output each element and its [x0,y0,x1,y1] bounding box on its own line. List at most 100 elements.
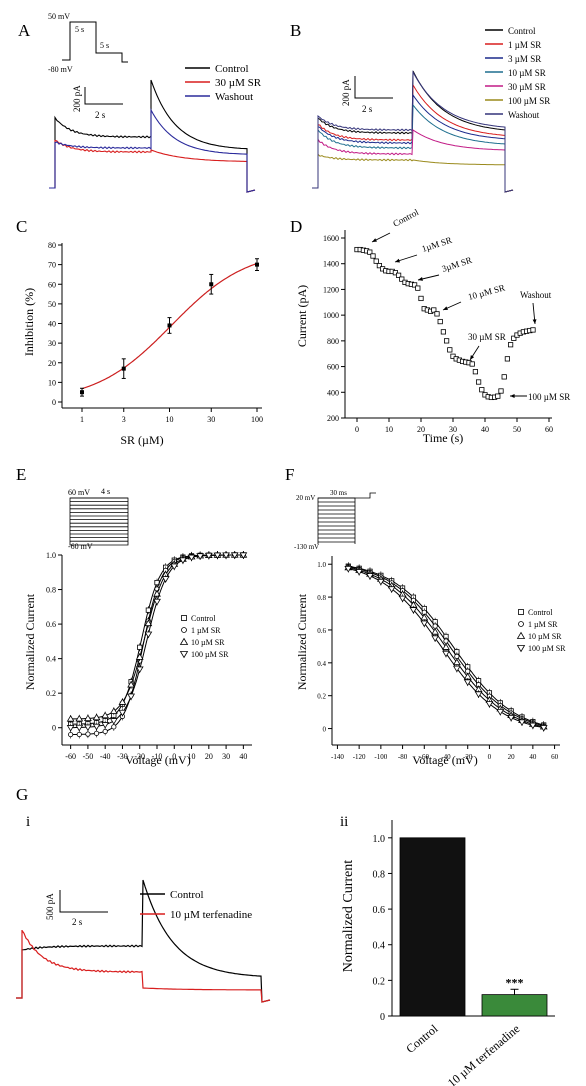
y-tick-label: 600 [327,363,339,372]
annotation-label: 1µM SR [421,235,454,254]
data-point [475,379,482,385]
y-tick-label: 1000 [323,311,339,320]
data-point [469,361,475,367]
data-point [507,342,514,348]
chart-g: 0 0.2 0.4 0.6 0.8 1.0 Control *** 10 µM terfenad… [373,820,555,1086]
data-point [465,668,471,674]
data-point [181,615,187,621]
data-point [109,718,118,725]
data-point [92,723,101,731]
data-point [93,730,100,736]
x-tick-label: -30 [117,752,128,761]
x-tick-label: 10 [166,415,174,424]
panel-b-traces [312,70,514,193]
data-point [434,311,440,317]
data-point [84,724,92,732]
data-point [118,698,127,705]
x-tick-label: -20 [463,753,473,761]
panel-c-letter: C [16,217,27,236]
y-tick-label: 0 [380,1012,385,1023]
data-point [463,679,472,687]
data-point [511,335,517,341]
data-point [495,393,501,399]
data-point [66,725,75,732]
scale-x-label: 2 s [72,917,83,927]
panel-b-letter: B [290,21,301,40]
data-point [498,388,504,394]
protocol-v-low: -80 mV [48,65,73,74]
legend-label: 10 µM terfenadine [170,909,252,921]
data-point [111,724,117,730]
legend-label: 1 µM SR [508,40,541,50]
chart-c: 1 3 10 30 100 0 10 20 30 40 50 60 70 80 [48,241,263,424]
scale-x-label: 2 s [362,104,373,114]
x-tick-label: 50 [513,425,521,434]
y-tick-label: 1400 [323,260,339,269]
annotation-label: Washout [520,290,552,300]
protocol-t2: 5 s [100,41,109,50]
data-point [75,714,84,722]
x-tick-label: -120 [353,753,366,761]
chart-f-xlabel: Voltage (mV) [412,753,477,767]
chart-e: -60 -50 -40 -30 -20 -10 0 10 20 30 40 0 0.2 0.4 0.6 0.8… [46,551,252,761]
data-point [109,707,118,714]
x-tick-label: 30 [222,752,230,761]
x-tick-label: 0 [172,752,176,761]
current-trace [312,83,514,193]
panel-e-protocol [69,497,129,546]
x-tick-label: 0 [355,425,359,434]
x-tick-label: 1 [80,415,84,424]
data-point [102,728,108,735]
panel-g-scalebar [59,890,108,913]
annotation-label: 30 µM SR [468,332,506,342]
protocol-v-high: 20 mV [296,494,315,502]
y-tick-label: 0.4 [317,660,326,668]
protocol-t1: 5 s [75,25,84,34]
chart-g-ylabel: Normalized Current [341,860,356,972]
legend-label: Washout [508,110,540,120]
data-point [443,338,450,344]
annotation-label: 100 µM SR [528,392,570,402]
data-point [68,731,74,738]
data-point [447,347,453,353]
panel-a-protocol [62,21,128,63]
legend-label: Control [215,63,249,75]
protocol-box [317,497,356,544]
scale-y-label: 200 pA [341,79,351,106]
chart-e-ylabel: Normalized Current [23,593,37,690]
x-tick-label: 10 [385,425,393,434]
data-point [539,725,548,732]
x-tick-label: 20 [508,753,516,761]
x-tick-label: 40 [239,752,247,761]
data-point [127,680,135,688]
data-point [135,653,144,660]
panel-b-legend: Control 1 µM SR 3 µM SR 10 µM SR 30 µM SR 100… [485,26,550,120]
legend-label: 10 µM SR [191,638,225,647]
panel-g-traces [16,879,271,1003]
data-point [101,722,110,729]
x-tick-label: -140 [331,753,344,761]
data-point [387,586,396,593]
x-tick-label: 30 [207,415,215,424]
protocol-v-high: 50 mV [48,12,70,21]
y-tick-label: 0.2 [373,976,386,987]
y-tick-label: 0.6 [373,905,386,916]
data-point [370,253,376,259]
data-point [66,714,75,722]
current-trace [312,70,514,193]
data-point [344,565,353,573]
legend-label: 30 µM SR [508,82,546,92]
y-tick-label: 0.2 [46,689,56,698]
data-point [135,666,144,674]
chart-d: 0 10 20 30 40 50 60 200 400 600 800 1000 1200 1400 160… [323,207,570,434]
arrow-head [470,355,475,360]
data-point [528,722,537,730]
y-tick-label: 80 [48,241,56,250]
data-point [376,578,385,586]
data-point [92,713,101,721]
y-tick-label: 0.4 [46,655,56,664]
data-point [84,714,92,722]
data-point [501,374,507,380]
y-tick-label: 70 [48,261,56,270]
